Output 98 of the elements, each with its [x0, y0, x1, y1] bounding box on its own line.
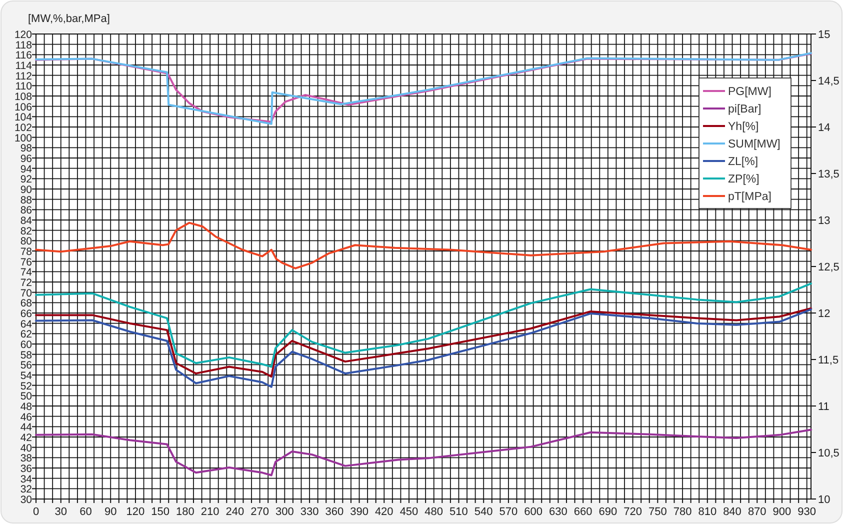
- y-tick-label: 48: [20, 401, 32, 413]
- x-tick-label: 840: [723, 506, 742, 518]
- y-tick-label: 74: [20, 266, 32, 279]
- y-tick-label: 50: [20, 390, 32, 403]
- y-tick-label: 38: [20, 452, 32, 465]
- y-tick-label: 58: [20, 349, 32, 362]
- y-tick-label: 98: [20, 142, 32, 155]
- x-tick-label: 450: [400, 506, 418, 518]
- y-tick-label: 32: [20, 484, 32, 496]
- y-tick-label: 70: [20, 287, 32, 300]
- y2-tick-label: 12: [818, 308, 830, 320]
- x-tick-label: 420: [374, 506, 394, 518]
- y2-tick-label: 11,5: [818, 354, 839, 366]
- legend-label: SUM[MW]: [728, 138, 780, 150]
- y-tick-label: 54: [20, 370, 32, 382]
- x-tick-label: 390: [350, 506, 368, 518]
- x-tick-label: 90: [104, 506, 117, 518]
- x-tick-label: 180: [176, 506, 194, 518]
- y2-tick-label: 12,5: [818, 262, 840, 274]
- legend-label: Yh[%]: [728, 121, 759, 133]
- x-tick-label: 30: [54, 506, 67, 518]
- y-tick-label: 72: [20, 277, 32, 289]
- x-tick-label: 930: [798, 506, 816, 518]
- y2-tick-label: 13: [818, 215, 830, 227]
- x-tick-label: 600: [524, 506, 543, 518]
- legend-label: ZP[%]: [728, 174, 760, 186]
- y-tick-label: 80: [20, 236, 32, 248]
- y2-tick-label: 13,5: [818, 168, 840, 180]
- x-tick-label: 480: [424, 506, 444, 518]
- x-tick-label: 0: [32, 506, 40, 518]
- x-tick-label: 240: [226, 506, 244, 518]
- y-tick-label: 84: [20, 215, 32, 227]
- y-tick-label: 88: [20, 194, 32, 206]
- y-tick-label: 42: [20, 432, 32, 444]
- x-tick-label: 330: [300, 506, 319, 518]
- y-tick-label: 78: [20, 246, 32, 258]
- x-tick-label: 120: [126, 506, 145, 518]
- y-tick-label: 76: [20, 256, 32, 268]
- x-tick-label: 210: [200, 506, 220, 518]
- y-tick-label: 114: [15, 60, 32, 72]
- x-tick-label: 510: [450, 506, 468, 518]
- y-tick-label: 116: [15, 50, 32, 62]
- y-tick-label: 66: [20, 308, 32, 320]
- x-tick-label: 900: [772, 506, 792, 518]
- x-tick-label: 810: [698, 506, 717, 518]
- y2-tick-label: 15: [818, 29, 830, 41]
- y-tick-label: 118: [15, 39, 32, 52]
- y-tick-label: 96: [20, 153, 32, 165]
- x-tick-label: 660: [574, 506, 592, 518]
- y-tick-label: 90: [20, 184, 32, 196]
- y-tick-label: 108: [14, 91, 32, 103]
- y-tick-label: 56: [20, 360, 32, 372]
- x-tick-label: 270: [250, 506, 269, 518]
- line-series: [35, 428, 812, 476]
- y-tick-label: 36: [20, 463, 32, 475]
- y-tick-label: 94: [20, 163, 32, 176]
- y-axis-title: [MW,%,bar,MPa]: [28, 13, 110, 25]
- y-tick-label: 120: [14, 29, 32, 41]
- y2-tick-label: 10: [818, 494, 830, 506]
- x-tick-label: 690: [598, 506, 618, 518]
- y-tick-label: 34: [20, 473, 32, 486]
- y-tick-label: 64: [20, 318, 32, 330]
- x-tick-label: 630: [549, 506, 568, 518]
- y-tick-label: 104: [14, 112, 32, 124]
- x-tick-label: 570: [499, 506, 518, 518]
- y2-tick-label: 14: [818, 122, 830, 134]
- x-tick-label: 780: [673, 506, 692, 518]
- y-tick-label: 62: [20, 328, 32, 341]
- x-tick-label: 750: [648, 506, 667, 518]
- x-tick-label: 60: [80, 506, 92, 518]
- x-tick-label: 720: [624, 506, 642, 518]
- y2-tick-label: 11: [818, 401, 830, 413]
- x-tick-label: 300: [275, 506, 294, 518]
- x-tick-label: 360: [325, 506, 344, 518]
- y-tick-label: 40: [20, 442, 32, 454]
- y-tick-label: 106: [14, 101, 32, 114]
- y-tick-label: 110: [15, 80, 32, 93]
- y-tick-label: 60: [20, 339, 32, 351]
- legend-label: ZL[%]: [728, 156, 758, 168]
- y-tick-label: 44: [20, 422, 32, 434]
- y-tick-label: 102: [14, 122, 32, 134]
- y-tick-label: 68: [20, 298, 32, 310]
- x-tick-label: 150: [151, 506, 170, 518]
- y-tick-label: 30: [20, 494, 32, 506]
- y-tick-label: 100: [14, 132, 32, 144]
- y-tick-label: 92: [20, 174, 32, 186]
- x-tick-label: 870: [748, 506, 766, 518]
- y-tick-label: 112: [15, 70, 32, 82]
- legend-label: PG[MW]: [728, 86, 772, 98]
- legend-label: pi[Bar]: [728, 104, 762, 116]
- y-tick-label: 46: [20, 411, 32, 424]
- y-tick-label: 82: [20, 225, 32, 238]
- y-tick-label: 52: [20, 380, 32, 392]
- x-tick-label: 540: [474, 506, 493, 518]
- y-tick-label: 86: [20, 204, 32, 217]
- legend-label: pT[MPa]: [728, 191, 772, 203]
- y2-tick-label: 14,5: [818, 76, 840, 88]
- y2-tick-label: 10,5: [818, 448, 840, 460]
